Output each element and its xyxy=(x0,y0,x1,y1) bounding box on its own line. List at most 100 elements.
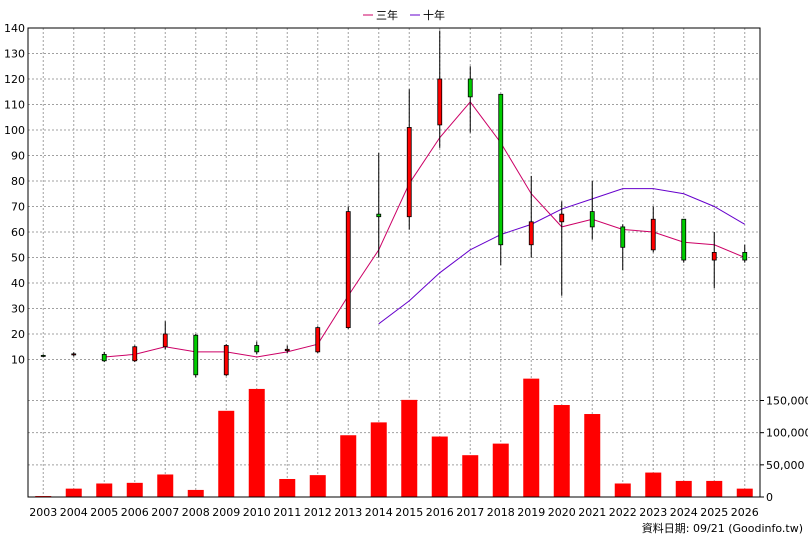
candle-body xyxy=(193,334,199,376)
volume-tick-label: 0 xyxy=(766,491,773,504)
candle-body xyxy=(315,327,321,353)
volume-bar xyxy=(523,378,540,497)
candle-body xyxy=(528,221,534,246)
volume-bar xyxy=(279,478,296,497)
candle-body xyxy=(559,213,565,223)
year-tick-label: 2023 xyxy=(639,506,667,519)
year-tick-label: 2025 xyxy=(700,506,728,519)
volume-bar xyxy=(584,414,601,497)
year-tick-label: 2013 xyxy=(334,506,362,519)
ma-3yr-line xyxy=(104,101,745,358)
year-tick-label: 2003 xyxy=(29,506,57,519)
volume-bar xyxy=(218,410,235,497)
candle-body xyxy=(498,93,504,246)
volume-bar xyxy=(157,474,174,497)
candle-body xyxy=(437,78,443,126)
candle-body xyxy=(223,345,229,376)
year-tick-label: 2011 xyxy=(273,506,301,519)
volume-bar xyxy=(370,422,387,497)
candle-body xyxy=(711,251,717,261)
candle-body xyxy=(742,251,748,261)
volume-bar xyxy=(309,475,326,497)
price-tick-label: 130 xyxy=(4,48,25,61)
volume-bar xyxy=(675,480,692,497)
volume-bar xyxy=(736,488,753,497)
volume-bar xyxy=(248,388,265,497)
price-tick-label: 100 xyxy=(4,124,25,137)
price-tick-label: 140 xyxy=(4,22,25,35)
candle-body xyxy=(71,353,77,356)
year-tick-label: 2006 xyxy=(121,506,149,519)
volume-tick-label: 150,000 xyxy=(766,395,808,408)
year-tick-label: 2016 xyxy=(426,506,454,519)
candle-body xyxy=(284,348,290,351)
price-tick-label: 70 xyxy=(11,201,25,214)
year-tick-label: 2020 xyxy=(548,506,576,519)
volume-bar xyxy=(553,405,570,497)
price-tick-label: 20 xyxy=(11,328,25,341)
year-tick-label: 2022 xyxy=(609,506,637,519)
candle-body xyxy=(345,211,351,329)
year-tick-label: 2004 xyxy=(60,506,88,519)
volume-bar xyxy=(614,483,631,497)
price-tick-label: 60 xyxy=(11,226,25,239)
year-tick-label: 2012 xyxy=(304,506,332,519)
year-tick-label: 2009 xyxy=(212,506,240,519)
volume-bars xyxy=(35,378,753,497)
candle-body xyxy=(620,226,626,248)
year-tick-label: 2021 xyxy=(578,506,606,519)
price-tick-label: 80 xyxy=(11,175,25,188)
volume-bar xyxy=(187,489,204,497)
footer-source: 資料日期: 09/21 (Goodinfo.tw) xyxy=(642,521,803,535)
price-tick-label: 90 xyxy=(11,150,25,163)
year-tick-label: 2024 xyxy=(670,506,698,519)
candle-body xyxy=(162,333,168,348)
price-tick-label: 120 xyxy=(4,73,25,86)
volume-bar xyxy=(65,488,82,497)
chart-axes: 10 20 30 40 50 60 70 80 90 100 110 120 130 140 0 50,000… xyxy=(4,22,808,519)
year-tick-label: 2015 xyxy=(395,506,423,519)
candle-body xyxy=(467,78,473,98)
price-tick-label: 10 xyxy=(11,354,25,367)
candle-body xyxy=(254,345,260,353)
price-tick-label: 40 xyxy=(11,277,25,290)
price-tick-label: 50 xyxy=(11,252,25,265)
volume-bar xyxy=(126,482,143,497)
year-tick-label: 2007 xyxy=(151,506,179,519)
year-tick-label: 2005 xyxy=(90,506,118,519)
volume-bar xyxy=(96,483,113,497)
year-tick-label: 2018 xyxy=(487,506,515,519)
year-tick-label: 2026 xyxy=(731,506,759,519)
candle-body xyxy=(40,355,46,357)
price-tick-label: 30 xyxy=(11,303,25,316)
legend-label-10yr: 十年 xyxy=(423,8,445,22)
plot-frame xyxy=(27,27,761,498)
candle-body xyxy=(132,346,138,362)
moving-average-lines xyxy=(104,101,746,358)
volume-tick-label: 100,000 xyxy=(766,427,808,440)
year-tick-label: 2017 xyxy=(456,506,484,519)
year-tick-label: 2014 xyxy=(365,506,393,519)
volume-tick-label: 50,000 xyxy=(766,459,805,472)
volume-bar xyxy=(401,399,418,497)
candle-body xyxy=(681,218,687,261)
candle-body xyxy=(589,211,595,228)
candlesticks xyxy=(40,30,748,378)
volume-bar xyxy=(431,436,448,497)
candle-body xyxy=(406,127,412,218)
chart-legend: 三年 十年 xyxy=(363,8,445,22)
year-tick-label: 2019 xyxy=(517,506,545,519)
candle-body xyxy=(101,353,107,362)
volume-bar xyxy=(645,472,662,497)
volume-bar xyxy=(706,480,723,497)
year-tick-label: 2010 xyxy=(243,506,271,519)
volume-bar xyxy=(492,443,509,497)
chart-grid xyxy=(28,27,760,497)
volume-bar xyxy=(462,455,479,497)
candle-body xyxy=(376,213,382,218)
volume-bar xyxy=(340,435,357,497)
price-tick-label: 110 xyxy=(4,99,25,112)
legend-label-3yr: 三年 xyxy=(376,8,398,22)
candle-body xyxy=(650,218,656,251)
